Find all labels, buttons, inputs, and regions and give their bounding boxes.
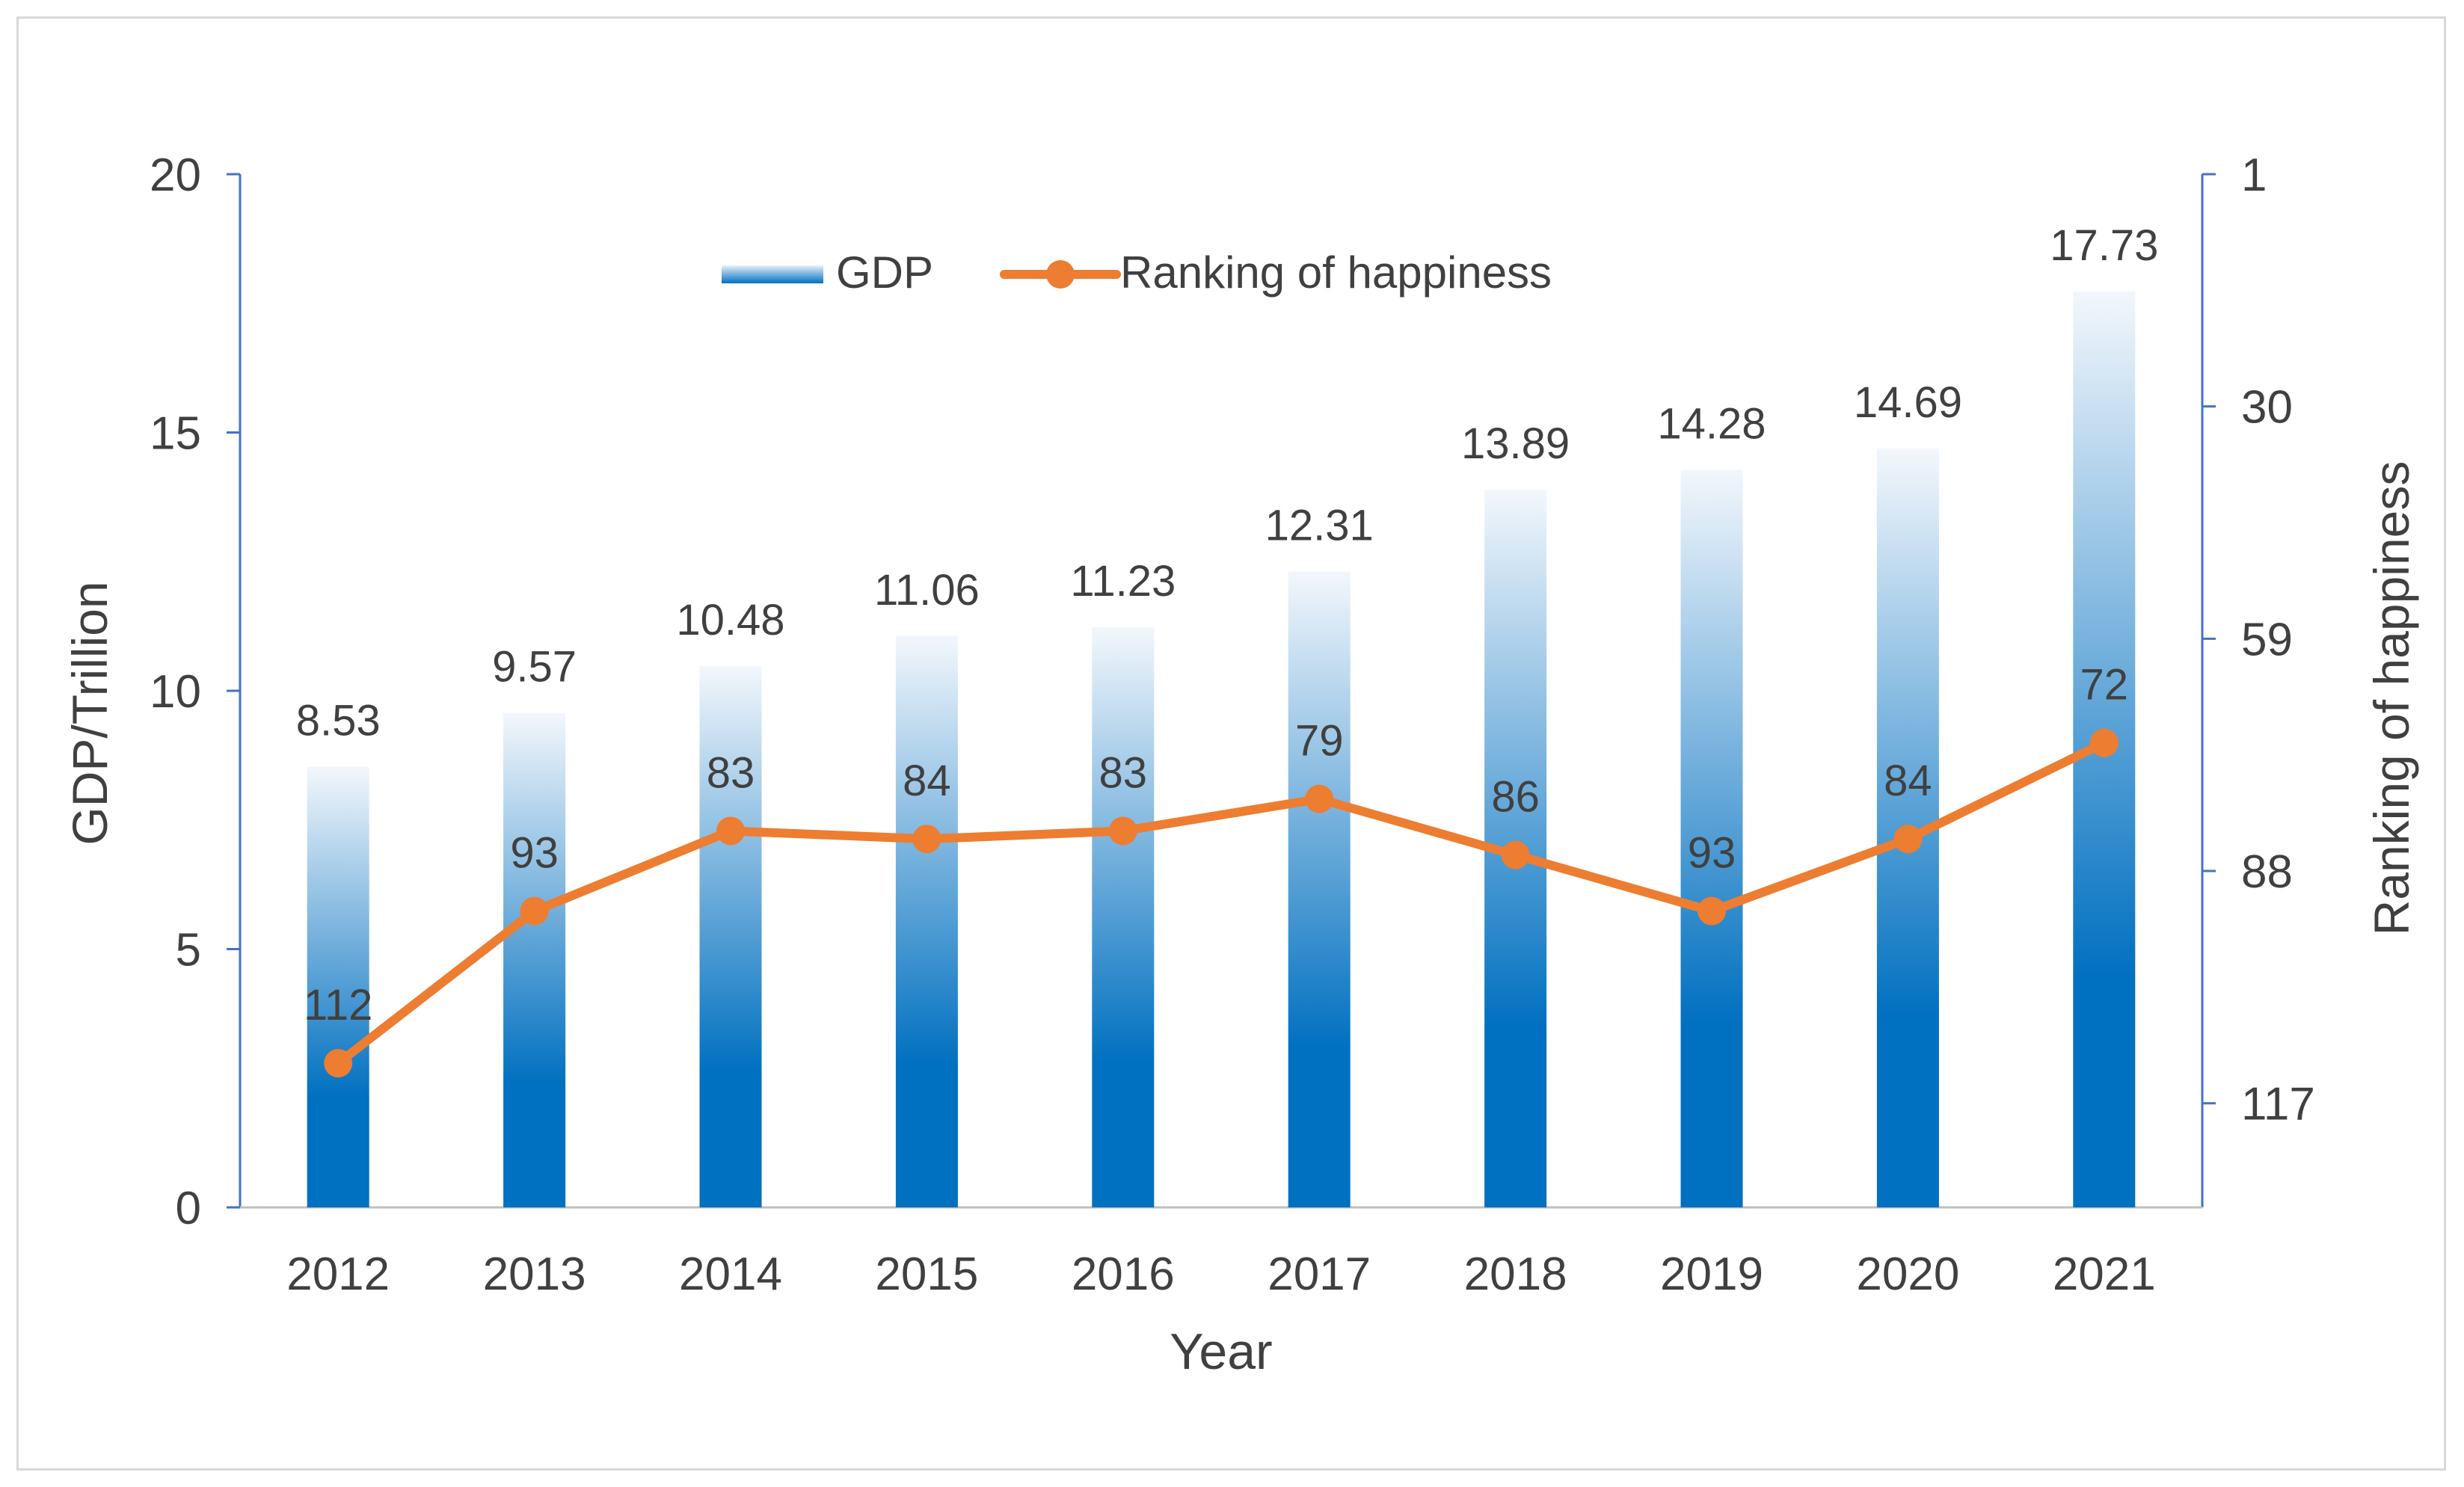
x-axis-title: Year bbox=[1170, 1323, 1272, 1380]
y-axis-left-title: GDP/Trillion bbox=[62, 581, 117, 845]
y-left-tick-label: 0 bbox=[176, 1183, 201, 1234]
x-tick-label: 2013 bbox=[483, 1249, 586, 1300]
happiness-point bbox=[520, 896, 549, 926]
gdp-bar-label: 14.28 bbox=[1657, 399, 1766, 448]
gdp-bar-label: 9.57 bbox=[492, 643, 577, 692]
chart-frame: 0 5 10 15 20 1 30 59 88 117 2012 2013 2014 2015 2016 20… bbox=[16, 16, 2446, 1471]
combo-chart: 0 5 10 15 20 1 30 59 88 117 2012 2013 2014 2015 2016 20… bbox=[62, 150, 2419, 1380]
happiness-point-label: 84 bbox=[903, 757, 951, 805]
happiness-line-layer bbox=[324, 728, 2119, 1078]
gdp-bars bbox=[307, 291, 2136, 1208]
gdp-bar bbox=[503, 712, 566, 1207]
x-tick-label: 2017 bbox=[1268, 1249, 1371, 1300]
x-tick-label: 2019 bbox=[1660, 1249, 1763, 1300]
x-tick-label: 2021 bbox=[2053, 1249, 2156, 1300]
gdp-bar-label: 13.89 bbox=[1461, 419, 1570, 468]
happiness-point-label: 83 bbox=[1099, 748, 1148, 797]
x-tick-label: 2012 bbox=[286, 1249, 390, 1300]
gdp-bar bbox=[307, 766, 369, 1207]
gdp-bar-label: 10.48 bbox=[676, 596, 784, 644]
gdp-bar-label: 17.73 bbox=[2050, 221, 2158, 270]
y-right-tick-label: 30 bbox=[2241, 382, 2293, 434]
happiness-point bbox=[1698, 896, 1726, 926]
happiness-point-label: 93 bbox=[510, 829, 559, 878]
gdp-bar bbox=[1092, 627, 1155, 1207]
gdp-bar-label: 11.06 bbox=[874, 566, 980, 615]
y-right-tick-label: 59 bbox=[2241, 614, 2293, 665]
happiness-point bbox=[1108, 816, 1137, 846]
y-left-tick-label: 5 bbox=[176, 925, 201, 976]
happiness-line bbox=[334, 738, 2109, 1068]
happiness-point-label: 112 bbox=[304, 981, 372, 1029]
happiness-point bbox=[912, 825, 941, 854]
legend-happiness-label: Ranking of happiness bbox=[1120, 247, 1552, 298]
happiness-point bbox=[1501, 840, 1530, 869]
happiness-point-label: 72 bbox=[2080, 661, 2129, 709]
happiness-point-label: 93 bbox=[1688, 829, 1736, 878]
y-right-tick-label: 117 bbox=[2241, 1079, 2315, 1130]
happiness-point-label: 86 bbox=[1491, 773, 1540, 822]
gdp-bar bbox=[1288, 571, 1351, 1207]
happiness-point bbox=[1305, 784, 1334, 813]
y-right-tick-label: 1 bbox=[2241, 150, 2267, 201]
x-tick-label: 2014 bbox=[679, 1249, 782, 1300]
x-tick-label: 2015 bbox=[875, 1249, 978, 1300]
gdp-bar-label: 11.23 bbox=[1070, 557, 1176, 606]
gdp-bar bbox=[1680, 470, 1743, 1207]
legend-gdp-swatch bbox=[722, 265, 823, 283]
gdp-bar bbox=[699, 665, 762, 1207]
happiness-point-label: 79 bbox=[1295, 717, 1344, 766]
legend-happiness-marker bbox=[1046, 260, 1075, 289]
legend-gdp-label: GDP bbox=[836, 247, 933, 298]
y-left-tick-label: 15 bbox=[150, 408, 201, 460]
gdp-bar-label: 14.69 bbox=[1854, 378, 1962, 427]
gdp-bar-label: 8.53 bbox=[296, 697, 381, 745]
legend: GDP Ranking of happiness bbox=[722, 247, 1552, 298]
gdp-bar-label: 12.31 bbox=[1265, 501, 1374, 549]
happiness-point bbox=[716, 816, 745, 846]
x-tick-label: 2020 bbox=[1856, 1249, 1959, 1300]
gdp-bar bbox=[895, 635, 958, 1207]
y-left-tick-label: 20 bbox=[150, 150, 201, 201]
y-left-tick-label: 10 bbox=[150, 666, 201, 718]
happiness-point-labels: 112 93 83 84 83 79 86 93 84 72 bbox=[304, 661, 2128, 1030]
x-tick-label: 2016 bbox=[1072, 1249, 1175, 1300]
gdp-bar-labels: 8.53 9.57 10.48 11.06 11.23 12.31 13.89 14.28 14… bbox=[296, 221, 2159, 745]
happiness-point bbox=[324, 1049, 353, 1078]
x-tick-label: 2018 bbox=[1464, 1249, 1567, 1300]
axes: 0 5 10 15 20 1 30 59 88 117 2012 2013 2014 2015 2016 20… bbox=[62, 150, 2419, 1380]
happiness-point bbox=[1893, 825, 1923, 854]
y-right-tick-label: 88 bbox=[2241, 846, 2293, 898]
happiness-point bbox=[2089, 728, 2119, 757]
y-axis-right-title: Ranking of happiness bbox=[2364, 461, 2419, 936]
happiness-point-label: 83 bbox=[707, 748, 755, 797]
happiness-point-label: 84 bbox=[1884, 757, 1932, 805]
